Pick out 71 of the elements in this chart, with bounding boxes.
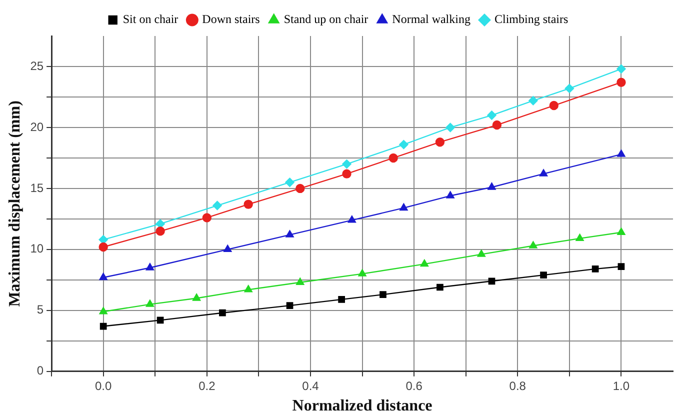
point: [342, 169, 352, 178]
point: [338, 296, 345, 303]
point: [388, 153, 398, 163]
point: [488, 182, 496, 190]
point: [192, 294, 201, 301]
point: [564, 84, 574, 94]
point: [244, 200, 253, 209]
x-tick-label: 0.4: [302, 378, 320, 393]
point: [219, 309, 226, 316]
point: [528, 96, 538, 106]
y-tick-label: 25: [30, 58, 44, 73]
point: [156, 226, 165, 236]
point: [342, 159, 352, 169]
point: [98, 242, 108, 252]
legend-label: Down stairs: [202, 12, 260, 26]
point: [296, 278, 304, 285]
point: [99, 307, 108, 314]
legend-label: Sit on chair: [122, 12, 178, 26]
point: [286, 230, 294, 238]
point: [592, 266, 599, 272]
y-tick-label: 5: [36, 302, 44, 317]
point: [420, 259, 428, 267]
point: [400, 203, 408, 211]
point: [616, 64, 626, 74]
point: [146, 300, 154, 307]
point: [446, 191, 454, 198]
point: [539, 169, 548, 176]
y-tick-label: 10: [30, 242, 44, 256]
point: [212, 200, 222, 210]
point: [436, 284, 444, 291]
point: [224, 244, 232, 252]
text: 1.0: [612, 378, 630, 393]
legend-label: Normal walking: [392, 12, 470, 26]
point: [487, 110, 496, 120]
point: [488, 278, 496, 285]
x-tick-label: 0.6: [406, 378, 423, 393]
point: [156, 316, 164, 324]
point: [446, 122, 455, 132]
y-tick-label: 0: [36, 364, 44, 378]
point: [146, 263, 154, 270]
point: [618, 263, 625, 270]
y-tick-label: 20: [30, 120, 44, 134]
point: [380, 291, 386, 298]
y-axis-title: Maximum displacement (mm): [6, 100, 24, 307]
text: 0.0: [94, 378, 112, 393]
point: [244, 285, 252, 292]
point: [576, 234, 584, 242]
point: [540, 272, 547, 278]
point: [529, 241, 538, 248]
point: [617, 228, 626, 235]
legend-label: Stand up on chair: [284, 12, 368, 26]
point: [100, 322, 107, 330]
point: [286, 302, 294, 309]
point: [399, 140, 408, 150]
point: [549, 100, 558, 110]
point: [99, 272, 108, 280]
point: [616, 78, 626, 87]
x-tick-label: 0.2: [198, 378, 216, 393]
legend-label: Climbing stairs: [494, 12, 568, 26]
point: [296, 184, 305, 194]
x-axis-title: Normalized distance: [292, 398, 432, 415]
point: [202, 213, 212, 222]
point: [435, 138, 445, 147]
point: [477, 250, 486, 257]
point: [358, 269, 366, 276]
point: [617, 150, 626, 157]
x-tick-label: 0.8: [509, 378, 526, 393]
point: [348, 216, 356, 223]
point: [285, 178, 294, 187]
y-tick-label: 15: [30, 180, 44, 195]
point: [492, 120, 502, 130]
